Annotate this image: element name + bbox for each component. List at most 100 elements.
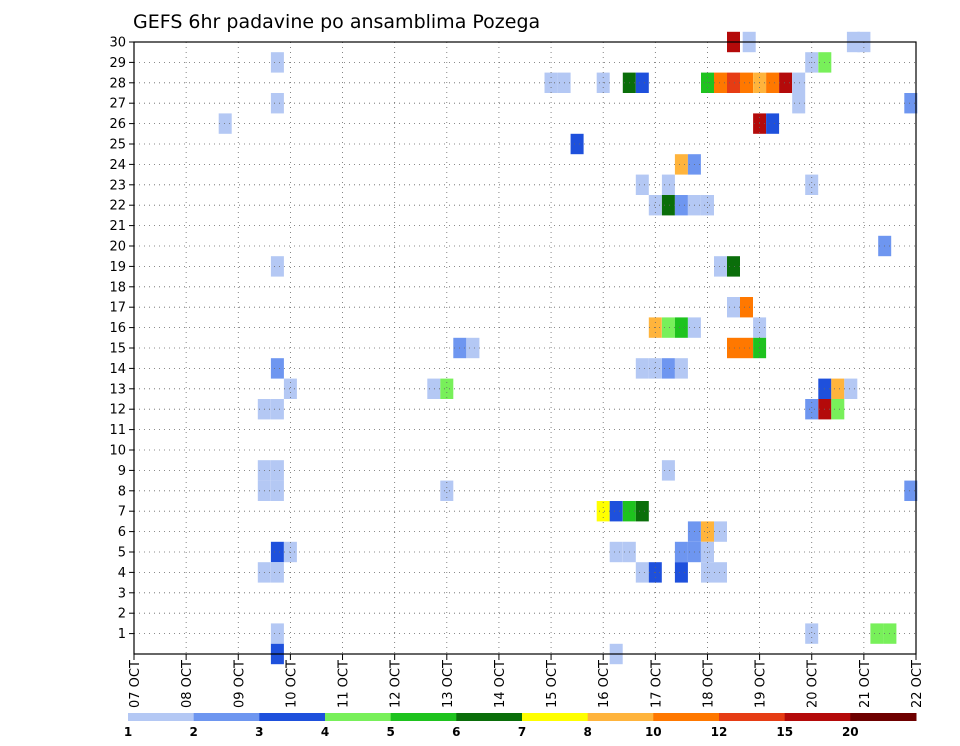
heatmap-cell (727, 297, 740, 318)
legend-swatch (653, 713, 720, 721)
cells-layer (218, 31, 918, 665)
x-tick-label: 07 OCT (128, 660, 143, 708)
y-tick-label: 2 (118, 607, 126, 622)
chart-title: GEFS 6hr padavine po ansamblima Pozega (133, 11, 540, 33)
legend-label: 6 (452, 725, 460, 739)
axes-layer: 1234567891011121314151617181920212223242… (109, 36, 925, 709)
heatmap-cell (635, 358, 649, 379)
heatmap-cell (674, 562, 688, 583)
legend-label: 20 (842, 725, 859, 739)
y-tick-label: 28 (109, 76, 126, 91)
x-tick-label: 13 OCT (441, 660, 456, 708)
y-tick-label: 29 (109, 56, 126, 71)
y-tick-label: 5 (118, 546, 126, 561)
legend-swatch (522, 713, 589, 721)
y-tick-label: 10 (109, 444, 126, 459)
heatmap-cell (596, 501, 610, 522)
y-tick-label: 24 (109, 158, 126, 173)
heatmap-cell (792, 93, 806, 114)
heatmap-cell (440, 378, 454, 399)
legend-label: 12 (711, 725, 728, 739)
x-tick-label: 20 OCT (806, 660, 821, 708)
heatmap-cell (714, 256, 727, 277)
heatmap-cell (270, 562, 284, 583)
heatmap-cell (440, 480, 454, 501)
legend-swatch (259, 713, 326, 721)
heatmap-cell (218, 113, 232, 134)
heatmap-cell (805, 623, 819, 644)
heatmap-cell (270, 52, 284, 73)
heatmap-cell (661, 460, 675, 481)
x-tick-label: 21 OCT (858, 660, 873, 708)
y-tick-label: 21 (109, 219, 126, 234)
heatmap-cell (904, 93, 918, 114)
heatmap-cell (727, 337, 740, 359)
x-tick-label: 16 OCT (597, 660, 612, 708)
heatmap-cell (635, 501, 649, 522)
legend-label: 4 (321, 725, 329, 739)
grid-layer (134, 41, 916, 654)
heatmap-cell (766, 113, 780, 134)
x-tick-label: 11 OCT (337, 660, 352, 708)
heatmap-cell (792, 72, 806, 93)
legend-label: 2 (190, 725, 198, 739)
y-tick-label: 3 (118, 586, 126, 601)
legend-label: 5 (387, 725, 395, 739)
heatmap-cell (714, 521, 727, 542)
heatmap-cell (740, 337, 753, 359)
legend-swatch (390, 713, 457, 721)
legend-label: 1 (124, 725, 132, 739)
legend-swatch (784, 713, 851, 721)
y-tick-label: 25 (109, 138, 126, 153)
heatmap-cell (727, 72, 740, 93)
heatmap-cell (661, 174, 675, 195)
y-tick-label: 12 (109, 403, 126, 418)
heatmap-cell (661, 358, 675, 379)
heatmap-cell (609, 501, 623, 522)
legend-label: 8 (584, 725, 592, 739)
y-tick-label: 11 (109, 423, 126, 438)
x-tick-label: 18 OCT (701, 660, 716, 708)
heatmap-cell (270, 480, 284, 501)
x-tick-label: 08 OCT (180, 660, 195, 708)
x-tick-label: 17 OCT (649, 660, 664, 708)
heatmap-cell (635, 562, 649, 583)
heatmap-cell (648, 358, 662, 379)
heatmap-cell (701, 521, 714, 542)
legend-swatch (456, 713, 523, 721)
x-tick-label: 12 OCT (389, 660, 404, 708)
y-tick-label: 30 (109, 36, 126, 51)
heatmap-cell (270, 399, 284, 420)
heatmap-cell (674, 541, 688, 563)
y-tick-label: 14 (109, 362, 126, 377)
y-tick-label: 18 (109, 280, 126, 295)
heatmap-cell (701, 195, 714, 216)
heatmap-cell (714, 562, 727, 583)
legend-label: 7 (518, 725, 526, 739)
legend-swatch (193, 713, 260, 721)
heatmap-cell (570, 133, 584, 155)
x-tick-label: 09 OCT (232, 660, 247, 708)
heatmap-cell (270, 541, 284, 563)
legend-swatch (719, 713, 786, 721)
y-tick-label: 13 (109, 382, 126, 397)
heatmap-cell (870, 623, 884, 644)
legend-swatch (587, 713, 654, 721)
heatmap-cell (674, 358, 688, 379)
heatmap-cell (805, 399, 819, 420)
x-tick-label: 14 OCT (493, 660, 508, 708)
legend-swatch (850, 713, 917, 721)
y-tick-label: 19 (109, 260, 126, 275)
heatmap-cell (831, 378, 845, 399)
heatmap-cell (270, 358, 284, 379)
heatmap-cell (674, 317, 688, 338)
heatmap-cell (283, 378, 297, 399)
y-tick-label: 23 (109, 178, 126, 193)
heatmap-cell (661, 317, 675, 338)
heatmap-cell (904, 480, 918, 501)
legend: 1 2 3 4 5 6 7 8 10 12 15 20 (124, 713, 917, 739)
heatmap-cell (635, 174, 649, 195)
y-tick-label: 22 (109, 199, 126, 214)
